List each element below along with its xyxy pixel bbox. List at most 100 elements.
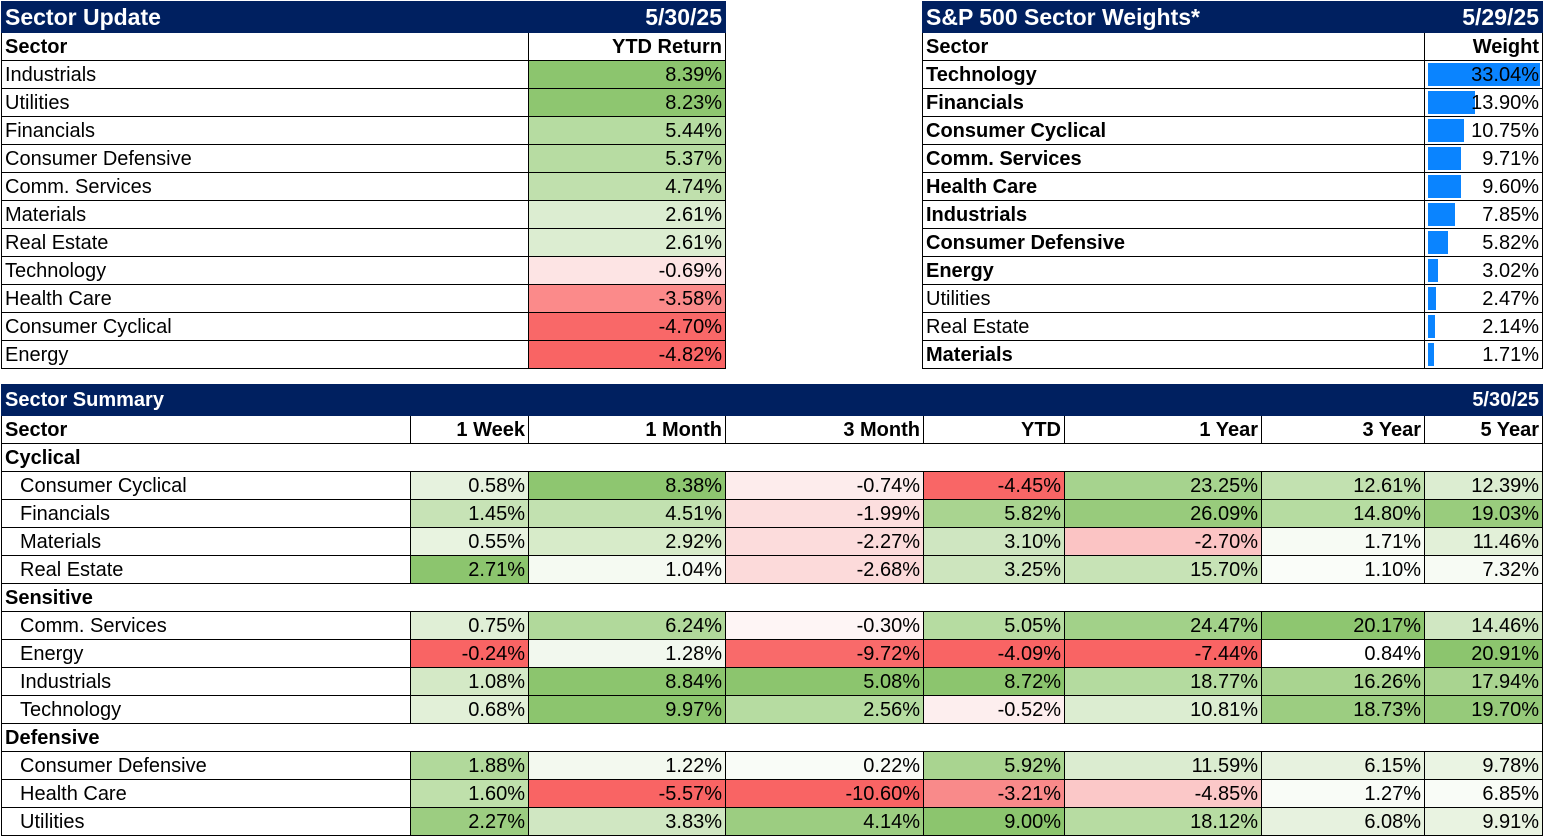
table-row: Utilities 2.27% 3.83% 4.14% 9.00% 18.12% 6.08%…	[1, 807, 1543, 836]
return-value: 19.03%	[1424, 499, 1543, 528]
return-value: 20.17%	[1260, 611, 1426, 640]
sector-name: Real Estate	[1, 228, 529, 257]
column-header: 3 Year	[1260, 415, 1426, 444]
sector-update-title: Sector Update	[1, 1, 529, 33]
return-value: 19.70%	[1424, 695, 1543, 724]
return-value: 18.12%	[1064, 807, 1262, 836]
sector-name: Financials	[1, 499, 411, 528]
return-value: 0.68%	[410, 695, 529, 724]
return-value: 1.04%	[528, 555, 726, 584]
return-value: 10.81%	[1064, 695, 1262, 724]
ytd-return-value: -3.58%	[528, 284, 726, 313]
return-value: 1.08%	[410, 667, 529, 696]
sector-name: Industrials	[1, 60, 529, 89]
weight-value: 33.04%	[1471, 63, 1539, 86]
table-row: Consumer Defensive 1.88% 1.22% 0.22% 5.92% 11…	[1, 751, 1543, 780]
table-row: Energy 3.02%	[922, 256, 1543, 285]
sector-name: Consumer Cyclical	[1, 471, 411, 500]
return-value: 8.84%	[528, 667, 726, 696]
return-value: 17.94%	[1424, 667, 1543, 696]
return-value: 4.51%	[528, 499, 726, 528]
group-row: Defensive	[0, 723, 1543, 752]
return-value: 1.88%	[410, 751, 529, 780]
sector-weights-header: S&P 500 Sector Weights* 5/29/25	[922, 1, 1543, 33]
group-row: Sensitive	[0, 583, 1543, 612]
return-value: 5.08%	[725, 667, 924, 696]
sector-name: Financials	[1, 116, 529, 145]
return-value: 1.71%	[1260, 527, 1426, 556]
weight-bar	[1428, 203, 1455, 226]
return-value: 6.24%	[528, 611, 726, 640]
weight-bar	[1428, 259, 1439, 282]
table-row: Comm. Services 9.71%	[922, 144, 1543, 173]
return-value: 2.27%	[410, 807, 529, 836]
return-value: 6.15%	[1260, 751, 1426, 780]
weight-cell: 3.02%	[1424, 256, 1543, 285]
table-row: Consumer Cyclical 10.75%	[922, 116, 1543, 145]
sector-update-column-header: Sector YTD Return	[1, 32, 726, 61]
sector-name: Utilities	[1, 807, 411, 836]
ytd-return-value: 8.39%	[528, 60, 726, 89]
return-value: 0.55%	[410, 527, 529, 556]
return-value: 0.58%	[410, 471, 529, 500]
return-value: -2.70%	[1064, 527, 1262, 556]
sector-name: Financials	[922, 88, 1425, 117]
return-value: 6.85%	[1424, 779, 1543, 808]
weight-bar	[1428, 231, 1448, 254]
sector-name: Comm. Services	[1, 611, 411, 640]
weight-value: 9.71%	[1482, 147, 1539, 170]
table-row: Real Estate 2.61%	[1, 228, 726, 257]
return-value: -0.74%	[725, 471, 924, 500]
return-value: -3.21%	[923, 779, 1065, 808]
weight-bar	[1428, 175, 1461, 198]
ytd-return-value: 5.44%	[528, 116, 726, 145]
sector-update-table: Sector Update 5/30/25 Sector YTD Return …	[1, 1, 726, 369]
column-header: 1 Year	[1064, 415, 1262, 444]
sector-name: Materials	[922, 340, 1425, 369]
weight-value: 7.85%	[1482, 203, 1539, 226]
column-header: 1 Month	[528, 415, 726, 444]
sector-name: Comm. Services	[922, 144, 1425, 173]
col-weight: Weight	[1424, 32, 1543, 61]
group-label: Sensitive	[0, 583, 1543, 612]
return-value: 23.25%	[1064, 471, 1262, 500]
sector-name: Energy	[922, 256, 1425, 285]
sector-name: Health Care	[1, 284, 529, 313]
table-row: Industrials 8.39%	[1, 60, 726, 89]
col-sector: Sector	[1, 32, 529, 61]
return-value: 8.72%	[923, 667, 1065, 696]
sector-name: Energy	[1, 340, 529, 369]
ytd-return-value: 2.61%	[528, 200, 726, 229]
sector-name: Consumer Defensive	[922, 228, 1425, 257]
return-value: 0.22%	[725, 751, 924, 780]
return-value: 18.77%	[1064, 667, 1262, 696]
return-value: -4.09%	[923, 639, 1065, 668]
return-value: 6.08%	[1260, 807, 1426, 836]
sector-name: Consumer Defensive	[1, 751, 411, 780]
sector-weights-table: S&P 500 Sector Weights* 5/29/25 Sector W…	[922, 1, 1543, 369]
table-row: Health Care 9.60%	[922, 172, 1543, 201]
return-value: 4.14%	[725, 807, 924, 836]
return-value: -0.24%	[410, 639, 529, 668]
table-row: Consumer Defensive 5.82%	[922, 228, 1543, 257]
sector-summary-header: Sector Summary 5/30/25	[0, 384, 1543, 416]
sector-update-date: 5/30/25	[528, 1, 726, 33]
col-ytd-return: YTD Return	[528, 32, 726, 61]
sector-name: Comm. Services	[1, 172, 529, 201]
sector-name: Technology	[922, 60, 1425, 89]
table-row: Financials 13.90%	[922, 88, 1543, 117]
table-row: Industrials 1.08% 8.84% 5.08% 8.72% 18.77% 16.…	[1, 667, 1543, 696]
return-value: 12.39%	[1424, 471, 1543, 500]
weight-value: 1.71%	[1482, 343, 1539, 366]
column-header: YTD	[923, 415, 1065, 444]
weight-value: 2.47%	[1482, 287, 1539, 310]
weight-value: 5.82%	[1482, 231, 1539, 254]
table-row: Health Care 1.60% -5.57% -10.60% -3.21% -4.85…	[1, 779, 1543, 808]
return-value: 1.28%	[528, 639, 726, 668]
col-sector: Sector	[922, 32, 1425, 61]
sector-weights-title: S&P 500 Sector Weights*	[922, 1, 1425, 33]
return-value: 1.60%	[410, 779, 529, 808]
return-value: -0.30%	[725, 611, 924, 640]
weight-cell: 5.82%	[1424, 228, 1543, 257]
table-row: Financials 1.45% 4.51% -1.99% 5.82% 26.09% 14.…	[1, 499, 1543, 528]
